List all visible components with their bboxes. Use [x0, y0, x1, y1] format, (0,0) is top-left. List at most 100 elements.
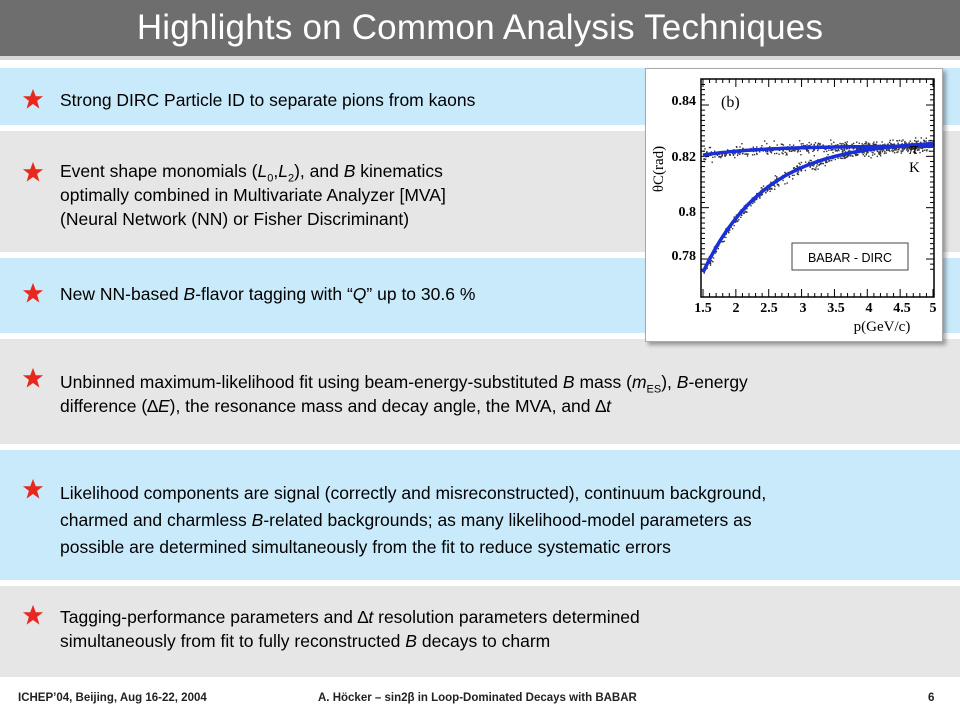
scatter-point [844, 157, 846, 160]
scatter-point [914, 140, 916, 142]
scatter-point [825, 148, 827, 150]
scatter-point [928, 150, 931, 152]
scatter-point [751, 154, 754, 156]
scatter-point [761, 193, 764, 196]
scatter-point [753, 201, 756, 203]
scatter-point [896, 149, 898, 151]
scatter-point [720, 156, 722, 159]
scatter-point [817, 149, 819, 152]
scatter-point [808, 145, 810, 147]
scatter-point [924, 149, 926, 151]
scatter-point [898, 148, 900, 151]
scatter-point [835, 144, 837, 146]
scatter-point [819, 143, 821, 145]
scatter-point [792, 149, 795, 151]
bullet-text: New NN-based B-flavor tagging with “Q” u… [60, 282, 920, 306]
scatter-point [714, 156, 716, 158]
scatter-point [892, 143, 894, 146]
scatter-point [789, 144, 791, 146]
bullet-text-run: B [343, 161, 356, 181]
scatter-point [815, 167, 817, 169]
scatter-point [818, 163, 820, 166]
scatter-point [825, 160, 827, 162]
bullet-text-run: difference (∆ [60, 396, 158, 416]
scatter-point [792, 144, 795, 146]
scatter-point [782, 144, 785, 146]
scatter-point [782, 150, 784, 152]
scatter-point [782, 179, 784, 182]
bullet-text-run: Tagging-performance parameters and ∆ [60, 607, 369, 627]
bullet-text-run: ), [661, 372, 677, 392]
scatter-point [891, 148, 894, 150]
scatter-point [769, 187, 771, 189]
scatter-point [853, 142, 855, 145]
scatter-point [745, 153, 747, 155]
scatter-point [905, 149, 908, 151]
scatter-point [704, 148, 706, 150]
scatter-point [788, 176, 791, 178]
scatter-point [806, 144, 808, 146]
scatter-point [872, 152, 874, 154]
scatter-point [776, 176, 778, 178]
scatter-point [814, 168, 816, 171]
scatter-point [720, 155, 723, 158]
scatter-point [907, 148, 909, 150]
bullet-text-run: (Neural Network (NN) or Fisher Discrimin… [60, 209, 410, 229]
scatter-point [776, 182, 778, 184]
scatter-point [806, 150, 808, 152]
scatter-point [855, 154, 857, 157]
bullet-band-4: Unbinned maximum-likelihood fit using be… [0, 339, 960, 447]
scatter-point [742, 147, 744, 150]
scatter-point [721, 241, 723, 243]
scatter-point [923, 139, 925, 141]
scatter-point [848, 150, 850, 152]
y-tick-label: 0.84 [672, 94, 697, 109]
x-tick-label: 3.5 [827, 301, 845, 316]
star-icon [22, 282, 44, 303]
scatter-point [808, 152, 810, 154]
scatter-point [890, 143, 892, 145]
scatter-point [753, 153, 756, 156]
scatter-point [826, 161, 828, 163]
scatter-point [739, 153, 741, 155]
title-bar: Highlights on Common Analysis Techniques [0, 0, 960, 60]
scatter-point [759, 197, 761, 199]
scatter-point [737, 153, 739, 155]
scatter-point [879, 155, 882, 157]
scatter-point [895, 147, 898, 149]
scatter-point [764, 140, 766, 142]
scatter-point [784, 151, 786, 153]
scatter-point [916, 149, 919, 151]
scatter-point [904, 142, 906, 144]
scatter-point [723, 240, 725, 242]
scatter-point [887, 143, 889, 145]
scatter-point [840, 157, 843, 160]
x-axis-label: p(GeV/c) [854, 319, 911, 335]
scatter-point [917, 148, 919, 151]
bullet-text-run: Strong DIRC Particle ID to separate pion… [60, 90, 476, 110]
scatter-point [800, 143, 802, 145]
bullet-text-run: mass ( [574, 372, 632, 392]
scatter-point [918, 149, 920, 151]
scatter-point [864, 155, 866, 157]
scatter-point [843, 156, 846, 158]
scatter-point [768, 188, 771, 190]
pion-label: π [909, 139, 918, 158]
scatter-point [776, 177, 778, 180]
scatter-point [839, 142, 841, 145]
scatter-point [916, 147, 918, 150]
scatter-point [760, 187, 763, 189]
scatter-point [844, 157, 847, 159]
scatter-point [843, 149, 846, 151]
scatter-point [897, 142, 899, 144]
x-tick-label: 2 [733, 301, 740, 316]
scatter-point [879, 149, 881, 151]
scatter-point [810, 159, 812, 162]
scatter-point [818, 164, 820, 167]
scatter-point [896, 140, 899, 142]
x-tick-label: 4 [866, 301, 873, 316]
scatter-point [780, 143, 783, 145]
footer-conference: ICHEP’04, Beijing, Aug 16-22, 2004 [18, 692, 207, 704]
star-icon [22, 88, 44, 109]
scatter-point [816, 165, 818, 167]
